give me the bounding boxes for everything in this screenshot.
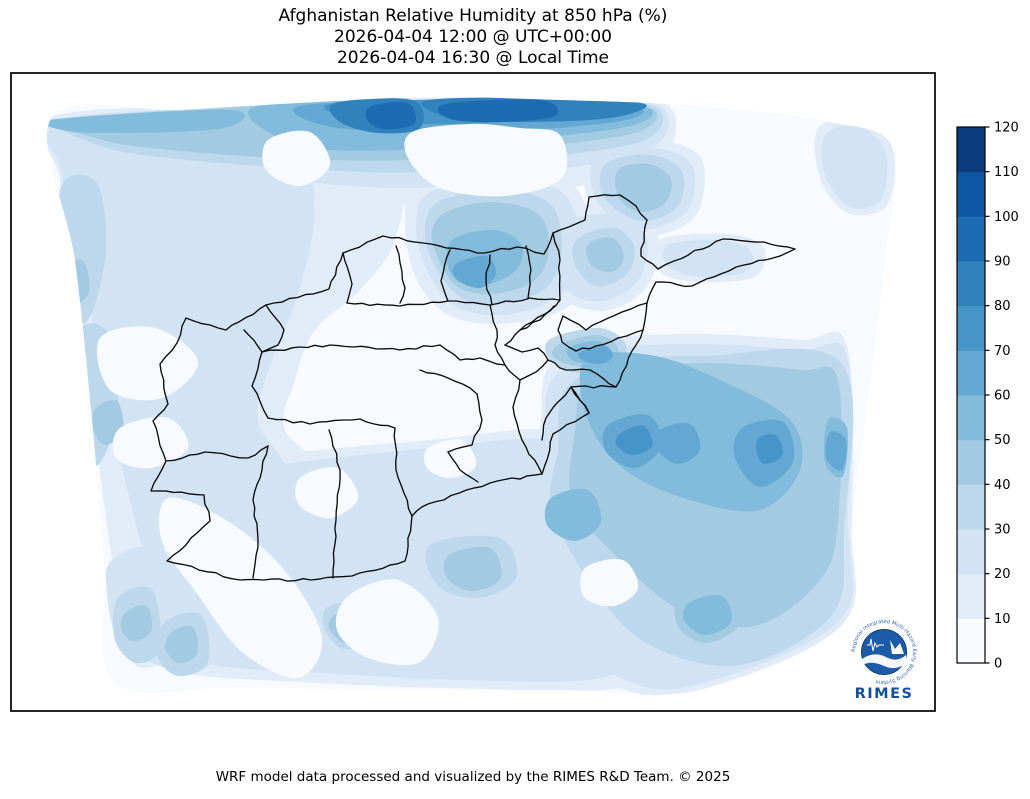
contour-band [615,425,653,456]
colorbar-band [957,216,985,262]
colorbar: 0 10 20 30 40 50 60 70 80 90 100 110 120 [956,121,1019,672]
contour-band [825,431,847,471]
province-border [393,427,413,517]
contour-hole [423,439,477,479]
contour-hole [96,326,199,401]
contour-hole [262,130,331,187]
colorbar-tick-label: 40 [994,478,1011,493]
contour-band [655,422,701,464]
contour-band [578,345,614,365]
colorbar-band [957,350,985,396]
contour-band [544,488,602,542]
contour-band [586,237,625,273]
province-border [267,417,396,429]
province-border [525,245,532,299]
colorbar-band [957,529,985,575]
province-border [570,386,590,414]
province-border [165,445,269,462]
province-border [346,297,561,307]
colorbar-band [957,439,985,485]
colorbar-tick-label: 60 [994,389,1011,404]
contour-band [164,625,199,664]
province-border [575,329,644,352]
province-border [541,386,572,441]
figure-subtitle-utc: 2026-04-04 12:00 @ UTC+00:00 [334,27,612,47]
province-border [243,329,269,419]
contour-band [452,255,497,289]
province-border [328,429,341,579]
colorbar-band [957,618,985,664]
colorbar-band [957,395,985,441]
province-border [547,359,617,388]
province-border [519,305,555,331]
contour-hole [112,417,189,469]
figure-title-block: Afghanistan Relative Humidity at 850 hPa… [0,6,946,69]
province-border [252,445,269,579]
rimes-logo: Regional Integrated Multi-Hazard Early W… [847,615,921,702]
colorbar-band [957,305,985,351]
logo-seismograph-line [867,638,884,652]
province-border [440,249,451,302]
province-border [552,232,561,301]
contour-band [120,604,153,642]
colorbar-tick-label: 70 [994,344,1011,359]
colorbar-band [957,261,985,307]
contour-hole [158,497,323,679]
province-boundaries [150,194,796,582]
figure-subtitle-local: 2026-04-04 16:30 @ Local Time [336,48,610,68]
province-border [489,304,506,366]
colorbar-tick-label: 90 [994,255,1011,270]
contour-hole [580,558,639,607]
colorbar-band [957,127,985,173]
contour-band [682,594,732,636]
colorbar-band [957,573,985,619]
province-border [519,359,549,381]
province-border [395,245,406,304]
contour-band [47,109,246,134]
colorbar-band [957,171,985,217]
contour-band [365,101,416,130]
province-border [447,393,483,453]
logo-wave-shape [862,654,906,669]
colorbar-tick-label: 100 [994,210,1019,225]
contour-hole [335,579,439,666]
contour-band [443,546,502,591]
colorbar-tick-label: 50 [994,433,1011,448]
logo-mountain-shape [890,640,904,654]
colorbar-tick-label: 110 [994,165,1019,180]
colorbar-tick-label: 80 [994,299,1011,314]
province-border [342,252,353,304]
province-border [261,304,285,353]
colorbar-band [957,484,985,530]
province-border [261,344,441,353]
map-layers [10,72,936,712]
province-border [512,406,543,475]
contour-hole [404,123,568,197]
country-outline [150,194,796,582]
colorbar-tick-label: 20 [994,567,1011,582]
province-border [504,344,549,361]
figure-title: Afghanistan Relative Humidity at 850 hPa… [278,6,668,26]
contour-band [821,125,888,209]
contour-band [662,239,753,278]
logo-label: RIMES [855,686,914,702]
province-border [419,369,478,395]
province-border [585,302,648,331]
figure-footer: WRF model data processed and visualized … [215,769,731,785]
province-border [439,344,506,366]
colorbar-tick-label: 30 [994,523,1011,538]
colorbar-tick-label: 10 [994,612,1011,627]
colorbar-tick-label: 120 [994,121,1019,136]
contour-band [437,99,559,123]
province-border [485,254,493,306]
colorbar-tick-label: 0 [994,657,1002,672]
contour-hole [295,467,359,519]
contour-band [615,163,672,213]
contour-bands [47,97,895,695]
province-border [557,315,587,352]
contour-band [756,433,783,464]
province-border [447,451,479,483]
